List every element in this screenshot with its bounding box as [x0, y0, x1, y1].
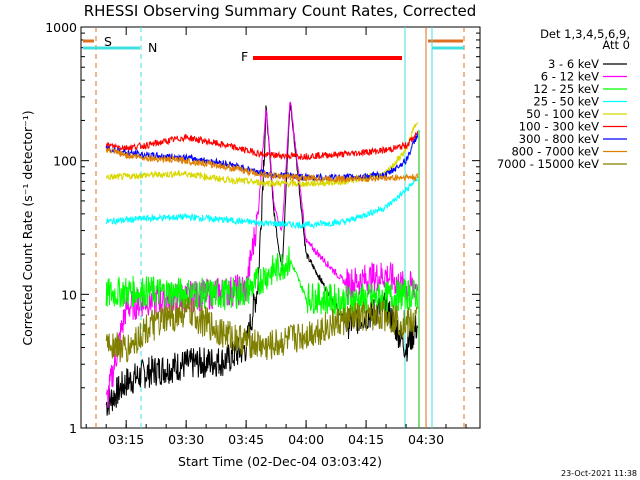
legend-header: Det 1,3,4,5,6,9,	[540, 27, 630, 41]
series-line	[105, 131, 419, 161]
legend-entry-label: 800 - 7000 keV	[511, 145, 599, 159]
x-tick-label: 03:45	[228, 432, 264, 447]
legend-entry-label: 12 - 25 keV	[533, 82, 599, 96]
y-tick-label: 1000	[45, 20, 77, 35]
night-label: N	[148, 40, 157, 55]
series-line	[105, 246, 419, 317]
x-tick-label: 03:30	[168, 432, 204, 447]
x-axis-label: Start Time (02-Dec-04 03:03:42)	[178, 454, 382, 469]
legend-entry-label: 7000 - 15000 keV	[497, 157, 599, 171]
y-tick-label: 10	[61, 287, 77, 302]
saa-label: S	[104, 34, 112, 49]
y-tick-label: 100	[53, 154, 77, 169]
legend-entry-label: 3 - 6 keV	[548, 57, 599, 71]
footer-timestamp: 23-Oct-2021 11:38	[561, 469, 637, 478]
y-axis-label: Corrected Count Rate (s⁻¹ detector⁻¹)	[20, 110, 35, 345]
y-tick-label: 1	[69, 421, 77, 436]
legend-entry-label: 25 - 50 keV	[533, 95, 599, 109]
legend-entry-label: 100 - 300 keV	[519, 120, 599, 134]
series-line	[105, 296, 418, 363]
x-tick-label: 04:30	[408, 432, 444, 447]
x-tick-label: 04:15	[348, 432, 384, 447]
chart-title: RHESSI Observing Summary Count Rates, Co…	[84, 2, 477, 20]
series-line	[105, 147, 419, 184]
time-markers: S N F	[83, 27, 465, 428]
series-line	[105, 176, 419, 230]
legend-entry-label: 50 - 100 keV	[526, 107, 599, 121]
plot-frame	[80, 26, 481, 429]
flare-label: F	[241, 49, 248, 64]
legend-entry-label: 6 - 12 keV	[541, 70, 599, 84]
x-tick-label: 03:15	[108, 432, 144, 447]
series-layer	[105, 101, 419, 416]
legend-header: Att 0	[602, 38, 630, 52]
axis-ticks: 03:15 03:30 03:45 04:00 04:15 04:30 1 10 100 1000	[45, 20, 480, 447]
legend-entry-label: 300 - 800 keV	[519, 132, 599, 146]
x-tick-label: 04:00	[288, 432, 324, 447]
